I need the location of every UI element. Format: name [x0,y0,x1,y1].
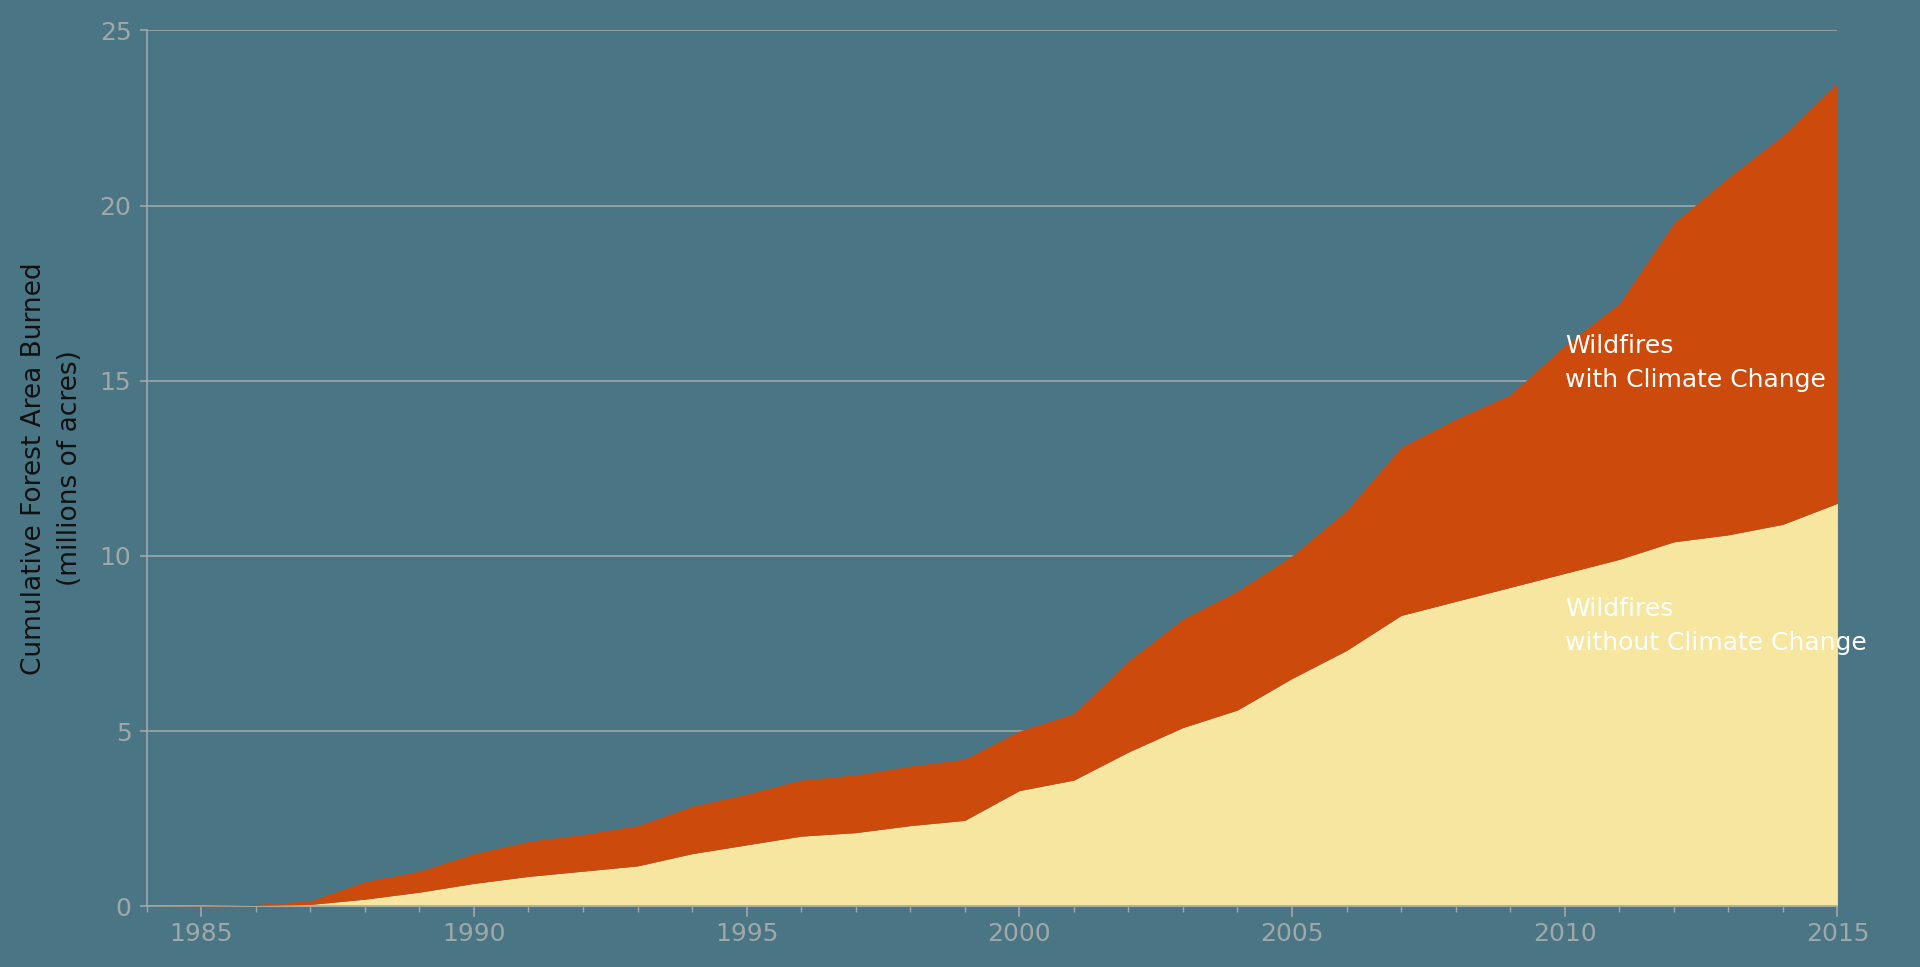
Y-axis label: Cumulative Forest Area Burned
(millions of acres): Cumulative Forest Area Burned (millions … [21,262,83,675]
Text: Wildfires
with Climate Change: Wildfires with Climate Change [1565,335,1826,392]
Text: Wildfires
without Climate Change: Wildfires without Climate Change [1565,598,1866,655]
